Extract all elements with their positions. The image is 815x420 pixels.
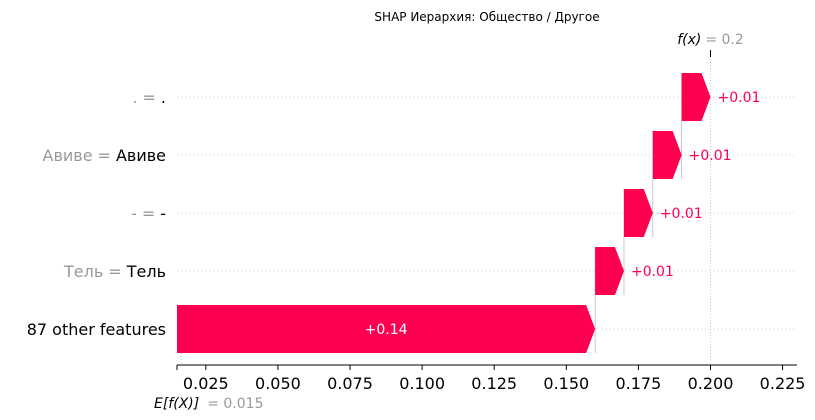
shap-bar [177,305,596,353]
row-gridlines [177,96,797,330]
feature-value: - [160,204,166,223]
feature-equals: = [142,204,155,223]
feature-name: Авиве [43,146,93,165]
x-tick-label: 0.050 [255,374,301,393]
shap-bar [623,189,653,237]
feature-label: - = - [131,204,166,223]
feature-value: Авиве [116,146,166,165]
x-tick-label: 0.075 [327,374,373,393]
feature-name: - [131,204,137,223]
feature-equals: = [98,146,111,165]
x-tick-label: 0.225 [760,374,806,393]
shap-value-label: +0.01 [689,148,732,164]
feature-value: . [161,88,166,107]
shap-bar [652,131,682,179]
feature-equals: = [143,88,156,107]
base-value-annotation: E[f(X)] = 0.015 [154,396,263,412]
chart-title: SHAP Иерархия: Общество / Другое [374,10,599,24]
feature-label: Тель = Тель [63,262,166,281]
shap-value-label: +0.01 [631,264,674,280]
x-axis: 0.025 0.050 0.075 0.100 0.125 0.150 0.175 0.200… [176,353,806,393]
x-tick-label: 0.150 [543,374,589,393]
shap-value-label: +0.01 [717,90,760,106]
x-tick-label: 0.175 [615,374,661,393]
output-value-number: = 0.2 [705,32,743,48]
x-tick-label: 0.125 [471,374,517,393]
feature-value: Тель [126,262,166,281]
feature-equals: = [108,262,121,281]
x-tick-label: 0.025 [183,374,229,393]
chart-marks [177,50,711,365]
x-tick-label: 0.100 [399,374,445,393]
output-value-text: f(x) = 0.2 [677,32,744,48]
feature-label: . =. [132,88,166,107]
shap-value-label: +0.14 [365,322,408,338]
feature-name: 87 other features [27,320,166,339]
feature-label: Авиве = Авиве [43,146,167,165]
output-value-annotation: f(x) = 0.2 [677,32,744,57]
x-tick-label: 0.200 [688,374,734,393]
base-value-text: E[f(X)] = 0.015 [154,396,263,412]
shap-bar [681,73,711,121]
base-value-number: = 0.015 [207,396,263,412]
shap-value-label: +0.01 [660,206,703,222]
shap-bar [595,247,624,295]
output-value-label: f(x) [677,32,701,48]
feature-label: 87 other features [27,320,166,339]
feature-name: Тель [63,262,103,281]
feature-name: . [132,88,137,107]
base-value-label: E[f(X)] [154,396,199,412]
